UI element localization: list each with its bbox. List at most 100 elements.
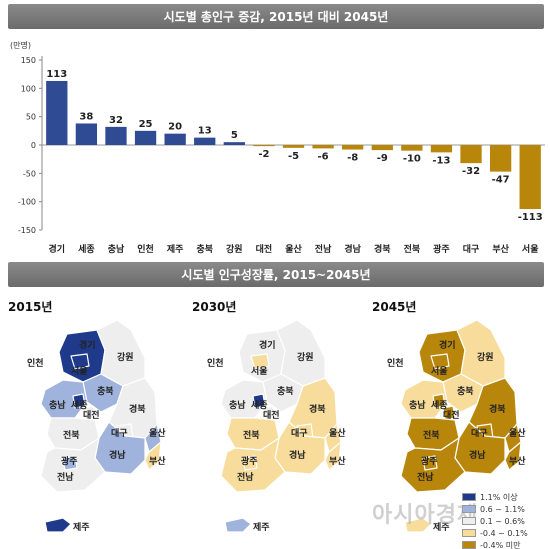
bar xyxy=(342,145,364,150)
bar xyxy=(134,130,157,145)
region-label-sejong: 세종 xyxy=(431,399,448,411)
map-2030: 인천 경기 서울 강원 충북 충남 세종 대전 경북 전북 대구 울산 광주 경남 부산 전남 제주 xyxy=(185,312,360,542)
x-tick-label: 제주 xyxy=(167,243,184,255)
region-label-sejong: 세종 xyxy=(71,399,88,411)
watermark: 아시아경제 xyxy=(372,503,479,528)
legend-label: -0.4% 미만 xyxy=(480,540,521,549)
region-seoul xyxy=(250,353,270,370)
legend-swatch xyxy=(462,529,476,537)
x-tick-label: 광주 xyxy=(433,243,450,255)
data-label: 5 xyxy=(231,130,238,141)
region-label-gyeonggi: 경기 xyxy=(79,339,96,351)
region-label-gyeongnam: 경남 xyxy=(289,449,306,461)
bar xyxy=(519,145,541,210)
region-label-ulsan: 울산 xyxy=(509,427,526,439)
y-tick-label: -50 xyxy=(23,169,36,178)
data-label: -13 xyxy=(432,155,450,166)
bar xyxy=(253,145,275,147)
x-tick-label: 서울 xyxy=(522,243,539,255)
region-label-chungnam: 충남 xyxy=(409,399,426,411)
region-label-gyeongbuk: 경북 xyxy=(129,403,146,415)
region-busan xyxy=(144,441,162,471)
region-busan xyxy=(324,441,342,471)
region-label-daegu: 대구 xyxy=(471,427,488,439)
region-label-jeonbuk: 전북 xyxy=(423,429,440,441)
region-label-seoul: 서울 xyxy=(251,365,268,377)
data-label: -113 xyxy=(518,212,543,223)
bar xyxy=(164,133,186,145)
legend-swatch xyxy=(462,541,476,549)
region-label-busan: 부산 xyxy=(329,455,346,467)
region-label-gangwon: 강원 xyxy=(477,351,494,363)
x-tick-label: 세종 xyxy=(78,243,95,255)
x-tick-label: 대전 xyxy=(256,243,273,255)
region-label-gyeongnam: 경남 xyxy=(469,449,486,461)
region-label-inchon: 인천 xyxy=(387,358,404,369)
region-daejeon xyxy=(262,405,276,421)
y-tick-label: -150 xyxy=(18,226,36,235)
data-label: 20 xyxy=(168,122,182,133)
bar xyxy=(371,145,393,151)
region-gwangju xyxy=(62,455,78,471)
bar-chart: (만명) 150 100 50 0 -50 -100 -150 113 경기 38 세종 32 충남 25 인… xyxy=(10,40,545,255)
region-label-jeju: 제주 xyxy=(433,521,450,533)
region-label-jeonnam: 전남 xyxy=(237,471,254,483)
data-label: 25 xyxy=(139,119,153,130)
data-label: 38 xyxy=(79,111,93,122)
x-tick-label: 경기 xyxy=(49,243,66,255)
map-year-2015: 2015년 xyxy=(8,300,53,314)
chart-title-banner: 시도별 총인구 증감, 2015년 대비 2045년 xyxy=(8,4,544,29)
region-label-daegu: 대구 xyxy=(291,427,308,439)
bar xyxy=(282,145,305,148)
map-legend: 1.1% 이상 0.6 ~ 1.1% 0.1 ~ 0.6% -0.4 ~ 0.1… xyxy=(462,492,548,549)
region-sejong xyxy=(432,393,446,409)
legend-swatch xyxy=(462,517,476,525)
region-label-chungnam: 충남 xyxy=(49,399,66,411)
region-label-chungbuk: 충북 xyxy=(457,385,474,397)
map-2045: 인천 경기 서울 강원 충북 충남 세종 대전 경북 전북 대구 울산 광주 경남 부산 전남 제주 xyxy=(365,312,540,542)
region-label-daejeon: 대전 xyxy=(443,409,460,421)
x-tick-label: 대구 xyxy=(463,243,480,255)
x-tick-label: 부산 xyxy=(492,243,509,255)
region-label-busan: 부산 xyxy=(509,455,526,467)
data-label: 113 xyxy=(46,69,67,80)
region-jeju xyxy=(404,517,432,533)
x-tick-label: 경남 xyxy=(344,243,361,255)
x-tick-label: 경북 xyxy=(374,243,391,255)
region-label-ulsan: 울산 xyxy=(329,427,346,439)
legend-item: -0.4 ~ 0.1% xyxy=(462,528,548,538)
x-tick-label: 충남 xyxy=(108,243,125,255)
data-label: -47 xyxy=(492,175,510,186)
legend-swatch xyxy=(462,505,476,513)
bar xyxy=(460,145,482,164)
x-tick-label: 강원 xyxy=(226,243,243,255)
region-label-gyeongnam: 경남 xyxy=(109,449,126,461)
region-label-sejong: 세종 xyxy=(251,399,268,411)
bar xyxy=(223,142,245,145)
region-label-jeonnam: 전남 xyxy=(57,471,74,483)
region-label-jeju: 제주 xyxy=(73,521,90,533)
bar xyxy=(489,145,512,172)
bar xyxy=(46,80,68,145)
region-label-chungbuk: 충북 xyxy=(97,385,114,397)
region-daejeon xyxy=(442,405,456,421)
bar xyxy=(312,145,334,149)
data-label: 32 xyxy=(109,115,123,126)
region-gwangju xyxy=(422,455,438,471)
region-label-gyeonggi: 경기 xyxy=(259,339,276,351)
x-tick-label: 울산 xyxy=(285,243,302,255)
bar xyxy=(430,145,453,153)
region-label-gyeongbuk: 경북 xyxy=(489,403,506,415)
region-label-daegu: 대구 xyxy=(111,427,128,439)
y-tick-label: 0 xyxy=(31,141,36,150)
data-label: -10 xyxy=(403,154,421,165)
region-daejeon xyxy=(82,405,96,421)
data-label: -2 xyxy=(258,149,269,160)
region-label-inchon: 인천 xyxy=(27,358,44,369)
bar xyxy=(194,137,216,145)
legend-label: -0.4 ~ 0.1% xyxy=(480,528,528,538)
maps-title: 시도별 인구성장률, 2015~2045년 xyxy=(181,268,371,282)
region-sejong xyxy=(72,393,86,409)
legend-swatch xyxy=(462,493,476,501)
region-label-daejeon: 대전 xyxy=(263,409,280,421)
